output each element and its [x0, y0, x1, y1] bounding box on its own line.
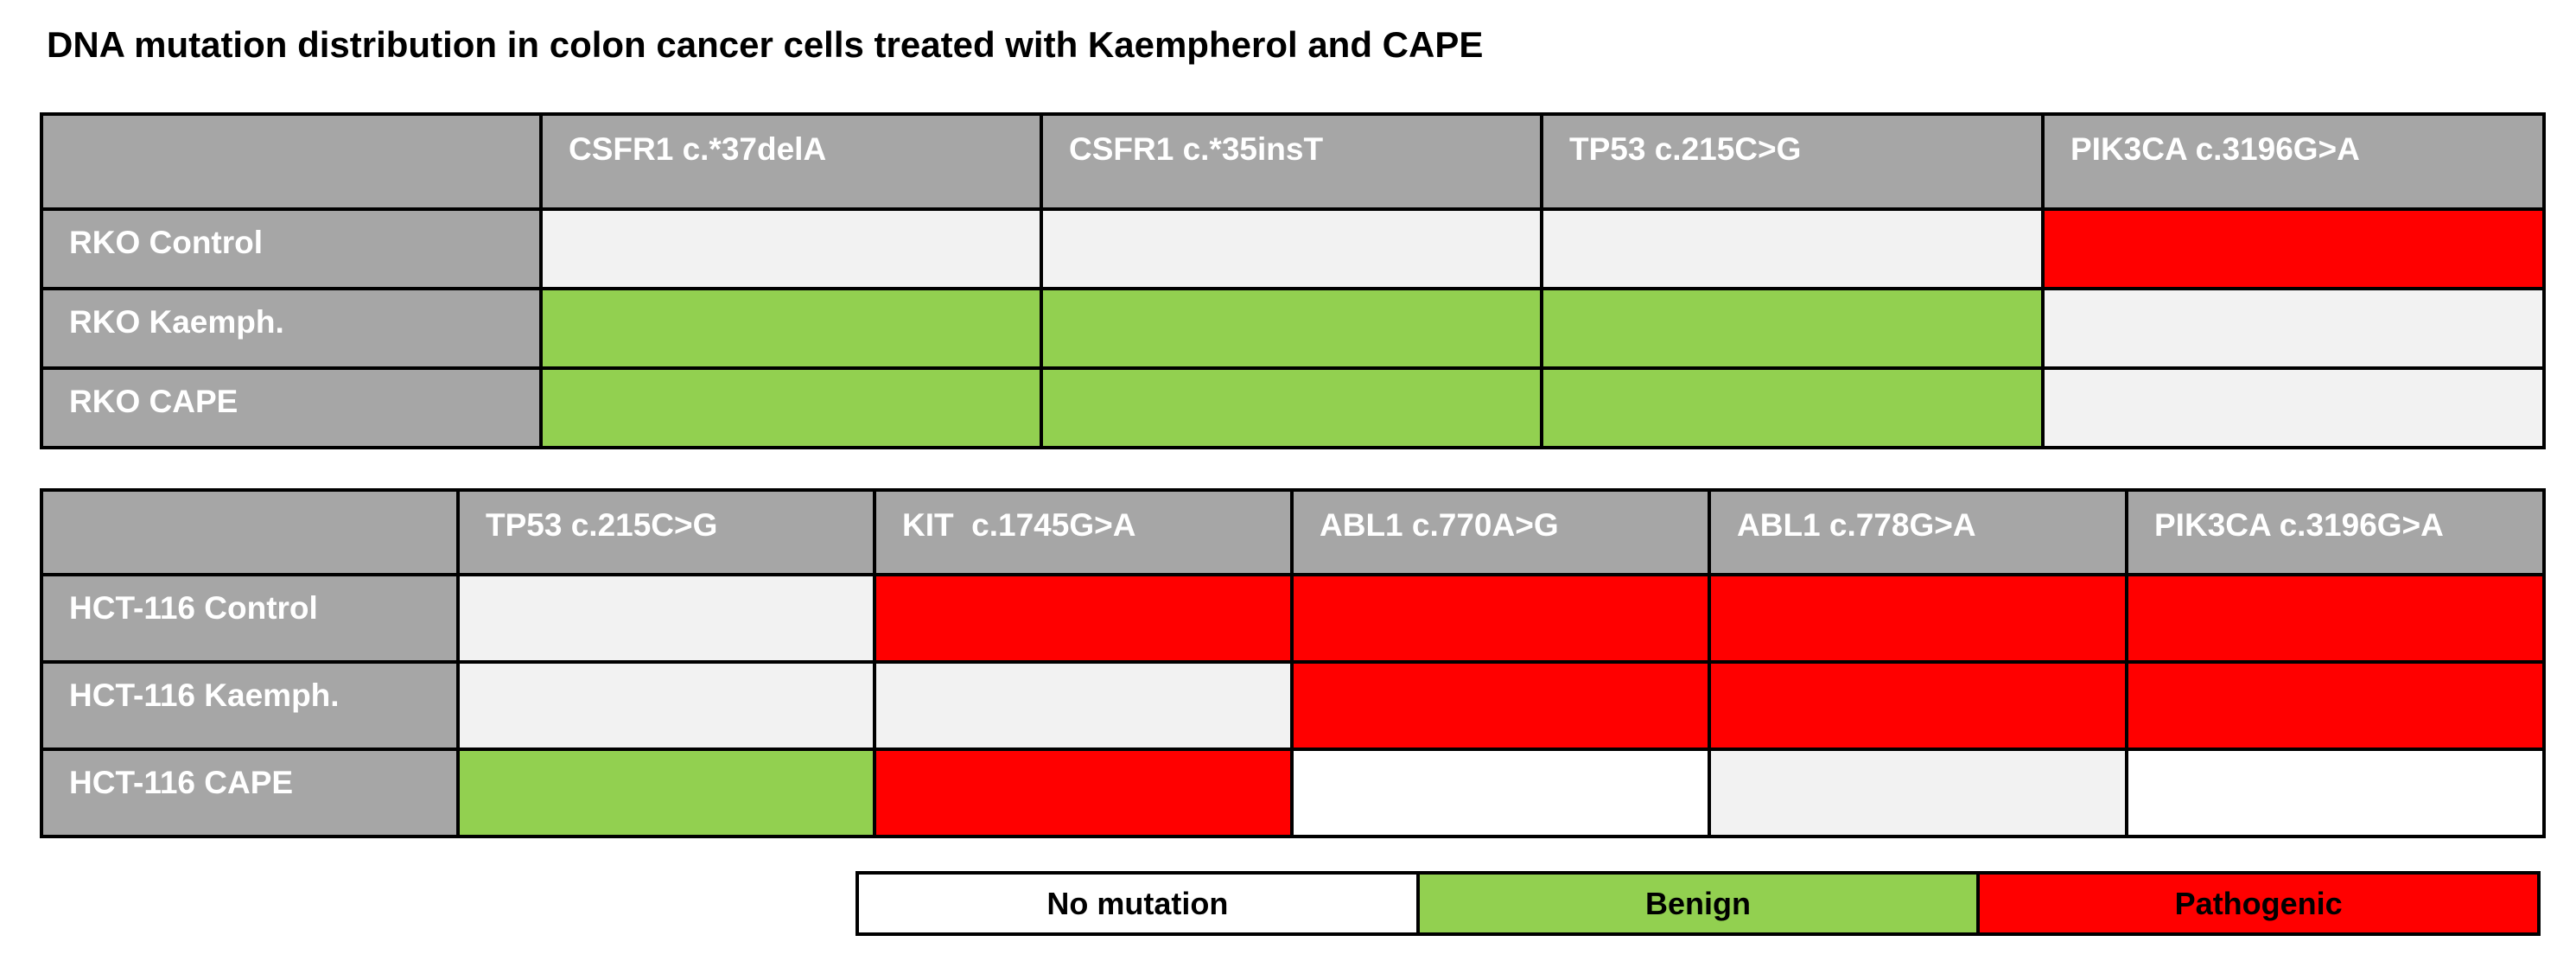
mutation-cell	[539, 207, 1043, 290]
hct116-column-header: ABL1 c.770A>G	[1290, 488, 1711, 576]
mutation-cell	[1708, 748, 2128, 838]
mutation-cell	[2125, 748, 2546, 838]
mutation-cell	[456, 748, 876, 838]
mutation-cell	[1540, 287, 2045, 370]
row-label: HCT-116 Kaemph.	[40, 660, 460, 751]
mutation-cell	[1540, 207, 2045, 290]
mutation-cell	[1540, 366, 2045, 449]
table-row: HCT-116 CAPE	[40, 748, 2546, 838]
hct116-column-header: PIK3CA c.3196G>A	[2125, 488, 2546, 576]
mutation-cell	[1040, 366, 1543, 449]
mutation-cell	[1290, 660, 1711, 751]
legend-no-mutation: No mutation	[859, 875, 1416, 932]
mutation-cell	[873, 660, 1294, 751]
mutation-cell	[873, 573, 1294, 664]
mutation-cell	[2125, 660, 2546, 751]
row-label: RKO CAPE	[40, 366, 543, 449]
row-label: RKO Kaemph.	[40, 287, 543, 370]
legend-benign: Benign	[1415, 875, 1977, 932]
hct116-header-row: TP53 c.215C>G KIT c.1745G>A ABL1 c.770A>…	[40, 488, 2546, 576]
hct116-column-header: ABL1 c.778G>A	[1708, 488, 2128, 576]
legend: No mutation Benign Pathogenic	[855, 871, 2541, 936]
mutation-cell	[2041, 207, 2546, 290]
mutation-cell	[539, 366, 1043, 449]
rko-column-header: PIK3CA c.3196G>A	[2041, 112, 2546, 211]
rko-column-header: CSFR1 c.*35insT	[1040, 112, 1543, 211]
rko-mutation-table: CSFR1 c.*37delA CSFR1 c.*35insT TP53 c.2…	[40, 112, 2546, 449]
mutation-cell	[1290, 573, 1711, 664]
rko-column-header: TP53 c.215C>G	[1540, 112, 2045, 211]
mutation-cell	[456, 573, 876, 664]
mutation-cell	[456, 660, 876, 751]
table-row: RKO Control	[40, 207, 2546, 290]
mutation-cell	[1040, 287, 1543, 370]
hct116-column-header: KIT c.1745G>A	[873, 488, 1294, 576]
mutation-cell	[1708, 660, 2128, 751]
hct116-mutation-table: TP53 c.215C>G KIT c.1745G>A ABL1 c.770A>…	[40, 488, 2546, 838]
chart-title: DNA mutation distribution in colon cance…	[47, 24, 1484, 65]
rko-header-row: CSFR1 c.*37delA CSFR1 c.*35insT TP53 c.2…	[40, 112, 2546, 211]
rko-corner-cell	[40, 112, 543, 211]
table-row: HCT-116 Kaemph.	[40, 660, 2546, 751]
hct116-column-header: TP53 c.215C>G	[456, 488, 876, 576]
row-label: HCT-116 Control	[40, 573, 460, 664]
hct116-corner-cell	[40, 488, 460, 576]
table-row: HCT-116 Control	[40, 573, 2546, 664]
row-label: RKO Control	[40, 207, 543, 290]
mutation-cell	[539, 287, 1043, 370]
table-row: RKO Kaemph.	[40, 287, 2546, 370]
mutation-cell	[2041, 287, 2546, 370]
mutation-cell	[873, 748, 1294, 838]
rko-column-header: CSFR1 c.*37delA	[539, 112, 1043, 211]
mutation-cell	[1290, 748, 1711, 838]
mutation-cell	[2041, 366, 2546, 449]
mutation-cell	[2125, 573, 2546, 664]
mutation-cell	[1040, 207, 1543, 290]
legend-pathogenic: Pathogenic	[1976, 875, 2538, 932]
mutation-cell	[1708, 573, 2128, 664]
row-label: HCT-116 CAPE	[40, 748, 460, 838]
table-row: RKO CAPE	[40, 366, 2546, 449]
